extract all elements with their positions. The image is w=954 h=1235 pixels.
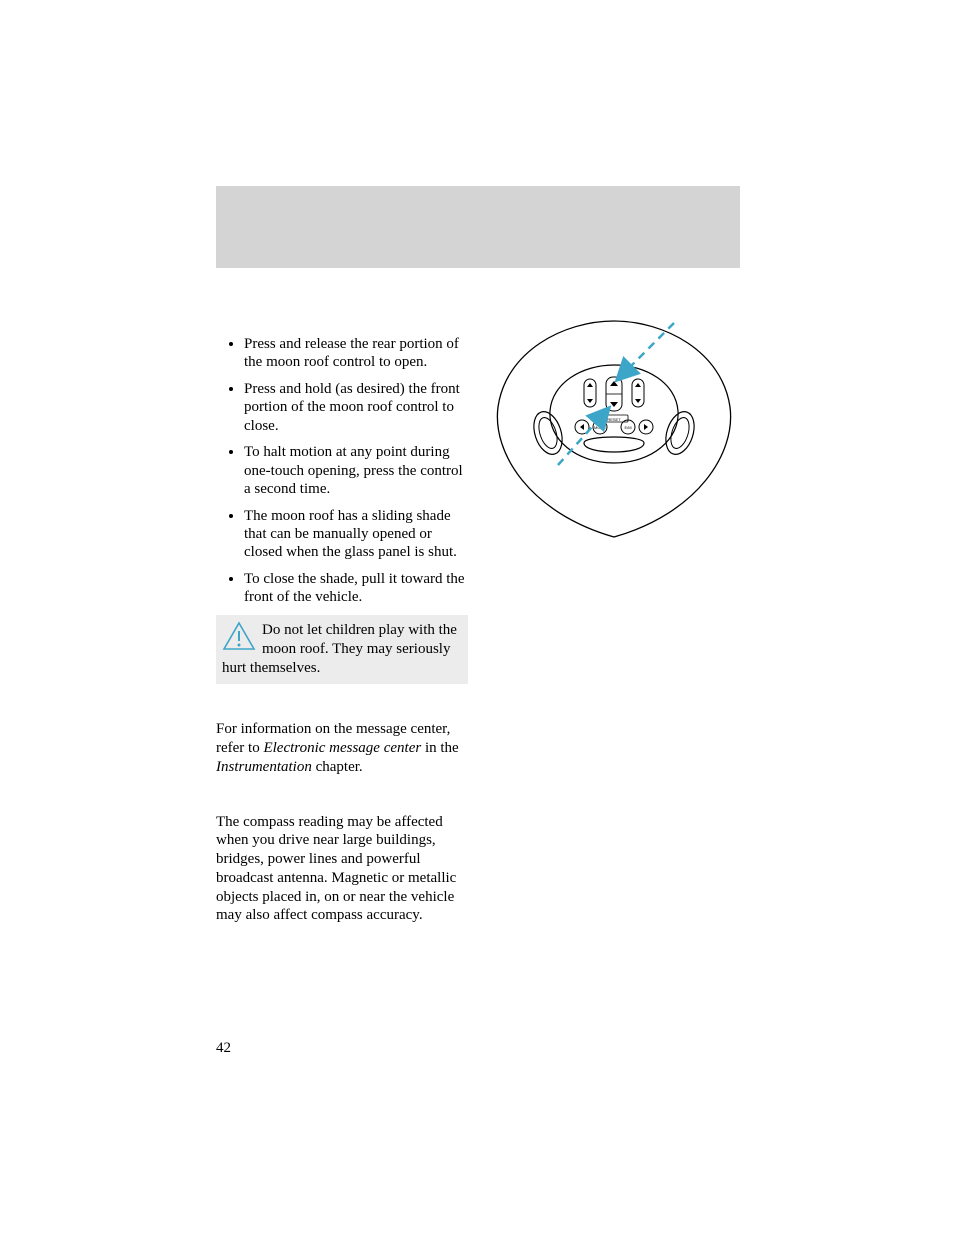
italic-text: Instrumentation (216, 759, 312, 775)
text-run: in the (421, 740, 459, 756)
bullet-item: To close the shade, pull it toward the f… (244, 570, 468, 607)
header-band (216, 186, 740, 268)
compass-section: The compass reading may be affected when… (216, 813, 740, 926)
bullet-item: To halt motion at any point during one-t… (244, 443, 468, 498)
text-run: chapter. (312, 759, 363, 775)
italic-text: Electronic message center (263, 740, 421, 756)
paragraph: The compass reading may be affected when… (216, 813, 464, 926)
warning-box: Do not let children play with the moon r… (216, 615, 468, 685)
figure-column: RESET MODE E/M (488, 315, 740, 684)
bullet-item: The moon roof has a sliding shade that c… (244, 507, 468, 562)
svg-text:RESET: RESET (607, 417, 621, 422)
warning-icon (222, 621, 256, 657)
text-column: Press and release the rear portion of th… (216, 315, 468, 684)
bullet-item: Press and hold (as desired) the front po… (244, 380, 468, 435)
paragraph: For information on the message center, r… (216, 720, 464, 776)
svg-text:E/M: E/M (624, 425, 631, 430)
svg-text:MODE: MODE (594, 425, 606, 430)
bullet-item: Press and release the rear portion of th… (244, 335, 468, 372)
page: Press and release the rear portion of th… (0, 0, 954, 1235)
message-center-section: For information on the message center, r… (216, 720, 740, 776)
page-number: 42 (216, 1040, 231, 1057)
bullet-list: Press and release the rear portion of th… (216, 335, 468, 607)
warning-text: Do not let children play with the moon r… (222, 622, 457, 676)
overhead-console-diagram: RESET MODE E/M (488, 315, 740, 550)
content-area: Press and release the rear portion of th… (216, 315, 740, 940)
two-column-layout: Press and release the rear portion of th… (216, 315, 740, 684)
